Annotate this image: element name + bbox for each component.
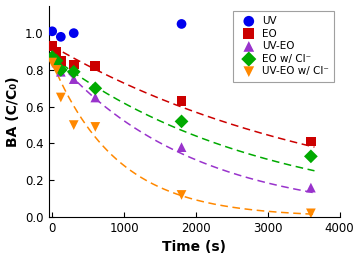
UV-EO bbox=[93, 95, 98, 100]
UV bbox=[179, 22, 184, 26]
UV bbox=[49, 29, 55, 33]
UV-EO w/ Cl⁻ bbox=[93, 125, 98, 129]
EO bbox=[93, 64, 98, 68]
UV-EO w/ Cl⁻ bbox=[179, 193, 184, 197]
UV-EO w/ Cl⁻ bbox=[54, 68, 59, 72]
EO bbox=[308, 140, 314, 144]
X-axis label: Time (s): Time (s) bbox=[162, 240, 226, 255]
UV bbox=[58, 35, 64, 39]
UV-EO bbox=[308, 186, 314, 190]
EO w/ Cl⁻ bbox=[54, 59, 59, 63]
EO w/ Cl⁻ bbox=[71, 70, 77, 74]
UV-EO bbox=[71, 77, 77, 81]
EO bbox=[179, 99, 184, 103]
EO bbox=[58, 59, 64, 63]
Legend: UV, EO, UV-EO, EO w/ Cl⁻, UV-EO w/ Cl⁻: UV, EO, UV-EO, EO w/ Cl⁻, UV-EO w/ Cl⁻ bbox=[233, 11, 334, 82]
Y-axis label: BA (C/C₀): BA (C/C₀) bbox=[5, 76, 19, 147]
EO bbox=[71, 62, 77, 67]
UV-EO w/ Cl⁻ bbox=[49, 61, 55, 65]
UV-EO w/ Cl⁻ bbox=[58, 95, 64, 100]
UV-EO w/ Cl⁻ bbox=[71, 123, 77, 127]
EO bbox=[49, 44, 55, 48]
UV bbox=[71, 31, 77, 35]
UV-EO bbox=[49, 53, 55, 57]
UV-EO w/ Cl⁻ bbox=[308, 211, 314, 216]
UV-EO bbox=[58, 70, 64, 74]
EO w/ Cl⁻ bbox=[49, 55, 55, 59]
UV-EO bbox=[179, 145, 184, 149]
EO w/ Cl⁻ bbox=[179, 119, 184, 124]
EO w/ Cl⁻ bbox=[58, 68, 64, 72]
UV-EO bbox=[54, 61, 59, 65]
EO w/ Cl⁻ bbox=[93, 86, 98, 90]
EO w/ Cl⁻ bbox=[308, 154, 314, 158]
EO bbox=[54, 49, 59, 54]
